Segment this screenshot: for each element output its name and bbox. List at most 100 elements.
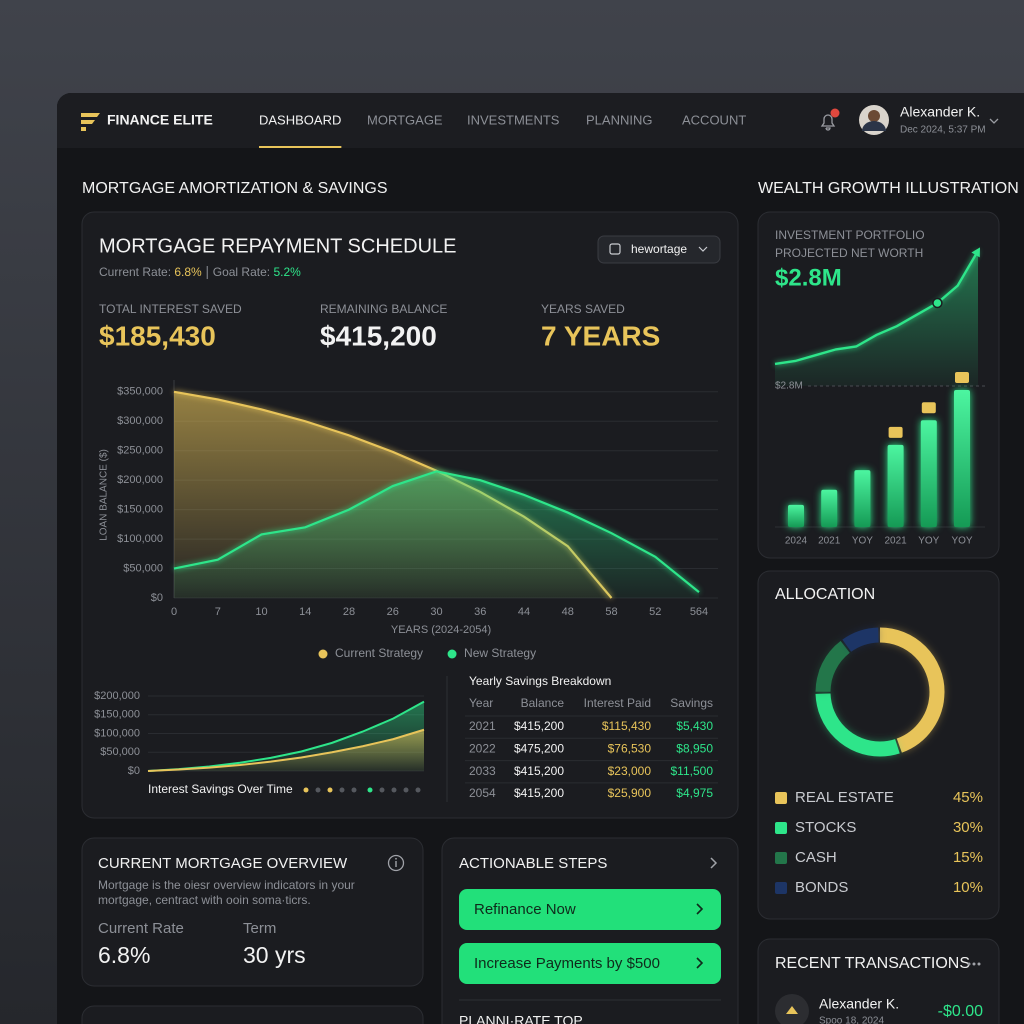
nav-item[interactable]: INVESTMENTS bbox=[467, 112, 560, 127]
legend-marker bbox=[775, 822, 787, 834]
legend-marker bbox=[775, 792, 787, 804]
series-line bbox=[147, 728, 425, 772]
y-tick-label: $200,000 bbox=[94, 690, 140, 702]
legend-label: STOCKS bbox=[795, 819, 856, 836]
button-label: Refinance Now bbox=[474, 901, 576, 918]
x-tick-label: 2021 bbox=[818, 536, 841, 547]
x-tick-label: 2021 bbox=[884, 536, 907, 547]
rate-label: Goal Rate: bbox=[213, 265, 274, 279]
legend-marker bbox=[775, 882, 787, 894]
section-title: WEALTH GROWTH ILLUSTRATION bbox=[758, 180, 1019, 197]
table-cell: $475,200 bbox=[514, 741, 564, 755]
bar bbox=[887, 444, 904, 527]
series-area bbox=[148, 729, 424, 771]
more-icon[interactable] bbox=[967, 962, 981, 966]
arrow-head bbox=[971, 247, 981, 258]
bar bbox=[854, 470, 871, 527]
card-title: ACTIONABLE STEPS bbox=[459, 855, 607, 872]
x-tick-label: 36 bbox=[474, 606, 486, 618]
stat-value: 6.8% bbox=[98, 942, 150, 968]
y-tick-label: $300,000 bbox=[117, 415, 163, 427]
card-title: PLANNI·RATE TOP bbox=[459, 1013, 583, 1024]
action-button[interactable]: Increase Payments by $500 bbox=[459, 943, 721, 984]
table-cell: $76,530 bbox=[608, 741, 652, 755]
table-cell: $25,900 bbox=[608, 786, 652, 800]
button-label: Increase Payments by $500 bbox=[474, 955, 660, 972]
x-tick-label: 2024 bbox=[785, 536, 808, 547]
user-name: Alexander K. bbox=[900, 104, 980, 120]
nav-item[interactable]: ACCOUNT bbox=[682, 112, 746, 127]
card-title: CURRENT MORTGAGE OVERVIEW bbox=[98, 855, 348, 872]
dropdown-label: hewortage bbox=[631, 242, 687, 256]
legend-label: CASH bbox=[795, 849, 837, 866]
description: mortgage, centract with ooin soma·ticrs. bbox=[98, 893, 311, 907]
x-tick-label: YOY bbox=[951, 536, 972, 547]
legend-value: 10% bbox=[953, 879, 983, 896]
legend-marker bbox=[447, 649, 457, 659]
legend-label: New Strategy bbox=[464, 646, 536, 660]
amortization-chart: $0 $50,000 $100,000 $150,000 $200,000 $250,00… bbox=[99, 380, 718, 660]
nav-item[interactable]: DASHBOARD bbox=[259, 112, 341, 127]
stat-label: Term bbox=[243, 920, 276, 937]
bar bbox=[954, 390, 970, 527]
description: Mortgage is the oiesr overview indicator… bbox=[98, 878, 355, 892]
x-tick-label: 26 bbox=[387, 606, 399, 618]
y-tick-label: $50,000 bbox=[123, 562, 163, 574]
x-tick-label: 52 bbox=[649, 606, 661, 618]
bar-badge bbox=[921, 402, 936, 414]
x-tick-label: 564 bbox=[690, 606, 708, 618]
column-header: Interest Paid bbox=[584, 696, 651, 710]
card-title: MORTGAGE REPAYMENT SCHEDULE bbox=[99, 235, 456, 257]
stat-value: $415,200 bbox=[320, 320, 437, 351]
stat-value: 30 yrs bbox=[243, 942, 306, 968]
legend-marker bbox=[318, 649, 328, 659]
x-tick-label: 14 bbox=[299, 606, 311, 618]
notification-bell[interactable] bbox=[820, 108, 840, 131]
growth-line bbox=[774, 250, 980, 366]
y-tick-label: $350,000 bbox=[117, 386, 163, 398]
table-cell: $23,000 bbox=[608, 764, 652, 778]
x-axis-label: YEARS (2024-2054) bbox=[391, 624, 491, 636]
user-avatar[interactable] bbox=[859, 105, 889, 135]
bar-badge bbox=[955, 372, 969, 384]
stat-value: $185,430 bbox=[99, 320, 216, 351]
chevron[interactable] bbox=[710, 857, 718, 869]
nav-item[interactable]: PLANNING bbox=[586, 112, 652, 127]
y-axis-label: LOAN BALANCE ($) bbox=[99, 449, 110, 541]
label: PROJECTED NET WORTH bbox=[775, 246, 923, 260]
transaction-name: Alexander K. bbox=[819, 996, 899, 1012]
overview-card bbox=[81, 837, 424, 987]
stat-value: 7 YEARS bbox=[541, 320, 660, 351]
table-cell: $415,200 bbox=[514, 786, 564, 800]
rate-value: 6.8% bbox=[174, 265, 202, 279]
logo bbox=[81, 113, 100, 131]
x-tick-label: 0 bbox=[171, 606, 177, 618]
x-tick-label: 10 bbox=[255, 606, 267, 618]
legend-label: Current Strategy bbox=[335, 646, 423, 660]
user-date: Dec 2024, 5:37 PM bbox=[900, 125, 986, 136]
table-cell: $8,950 bbox=[676, 741, 713, 755]
action-button[interactable]: Refinance Now bbox=[459, 889, 721, 930]
bar bbox=[788, 504, 804, 527]
x-tick-label: 7 bbox=[215, 606, 221, 618]
separator bbox=[206, 266, 208, 279]
bar bbox=[920, 420, 937, 527]
donut-segment bbox=[815, 627, 945, 757]
table-cell: $415,200 bbox=[514, 719, 564, 733]
legend-value: 30% bbox=[953, 819, 983, 836]
dropdown[interactable]: hewortage bbox=[597, 235, 721, 264]
table-cell: $415,200 bbox=[514, 764, 564, 778]
stat-label: REMAINING BALANCE bbox=[320, 302, 447, 316]
goal-rate: Goal Rate: 5.2% bbox=[213, 265, 301, 279]
y-tick-label: $0 bbox=[128, 765, 140, 777]
series-line bbox=[173, 470, 700, 593]
x-tick-label: 48 bbox=[562, 606, 574, 618]
table-cell: 2022 bbox=[469, 741, 496, 755]
info-icon[interactable] bbox=[387, 854, 405, 872]
table-cell: $5,430 bbox=[676, 719, 713, 733]
nav-item[interactable]: MORTGAGE bbox=[367, 112, 443, 127]
nav-bar bbox=[57, 93, 1024, 148]
user-menu-chevron[interactable] bbox=[989, 118, 999, 124]
